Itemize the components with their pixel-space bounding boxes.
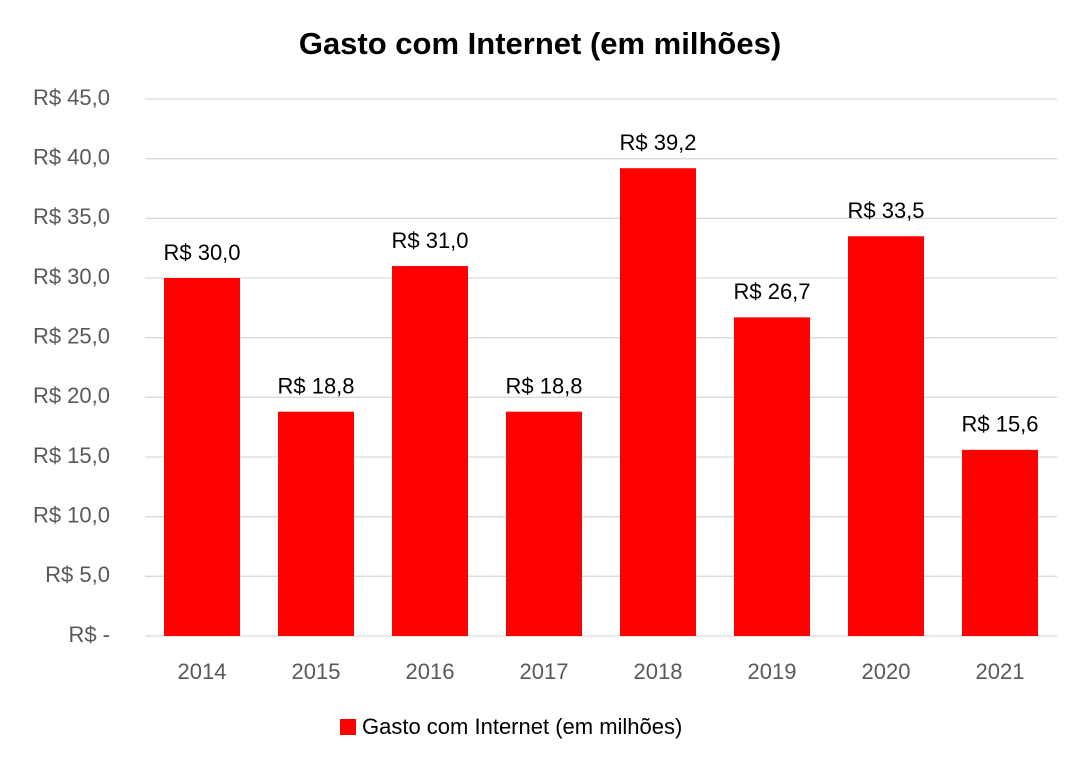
- value-label: R$ 26,7: [733, 279, 810, 304]
- y-tick-label: R$ 35,0: [33, 204, 110, 229]
- y-tick-label: R$ 15,0: [33, 443, 110, 468]
- y-tick-label: R$ -: [68, 622, 110, 647]
- value-label: R$ 31,0: [391, 228, 468, 253]
- x-tick-label: 2016: [406, 659, 455, 684]
- bar: [392, 266, 468, 636]
- bar: [848, 236, 924, 636]
- y-tick-label: R$ 45,0: [33, 85, 110, 110]
- bar: [164, 278, 240, 636]
- value-label: R$ 30,0: [163, 240, 240, 265]
- y-tick-label: R$ 40,0: [33, 144, 110, 169]
- bar: [506, 411, 582, 636]
- value-label: R$ 39,2: [619, 130, 696, 155]
- x-tick-label: 2021: [976, 659, 1025, 684]
- x-tick-label: 2015: [292, 659, 341, 684]
- value-label: R$ 33,5: [847, 198, 924, 223]
- y-tick-label: R$ 10,0: [33, 502, 110, 527]
- y-tick-label: R$ 20,0: [33, 383, 110, 408]
- bar: [620, 168, 696, 637]
- value-label: R$ 15,6: [961, 412, 1038, 437]
- x-tick-label: 2020: [862, 659, 911, 684]
- x-tick-label: 2014: [178, 659, 227, 684]
- bar: [962, 449, 1038, 636]
- y-tick-label: R$ 5,0: [45, 562, 110, 587]
- legend-swatch: [340, 719, 356, 735]
- bar: [734, 317, 810, 636]
- value-label: R$ 18,8: [277, 373, 354, 398]
- y-tick-label: R$ 30,0: [33, 264, 110, 289]
- x-tick-label: 2019: [748, 659, 797, 684]
- x-tick-label: 2017: [520, 659, 569, 684]
- legend-label: Gasto com Internet (em milhões): [362, 714, 682, 739]
- x-tick-label: 2018: [634, 659, 683, 684]
- bar: [278, 411, 354, 636]
- value-label: R$ 18,8: [505, 373, 582, 398]
- y-tick-label: R$ 25,0: [33, 323, 110, 348]
- chart-title: Gasto com Internet (em milhões): [299, 26, 781, 61]
